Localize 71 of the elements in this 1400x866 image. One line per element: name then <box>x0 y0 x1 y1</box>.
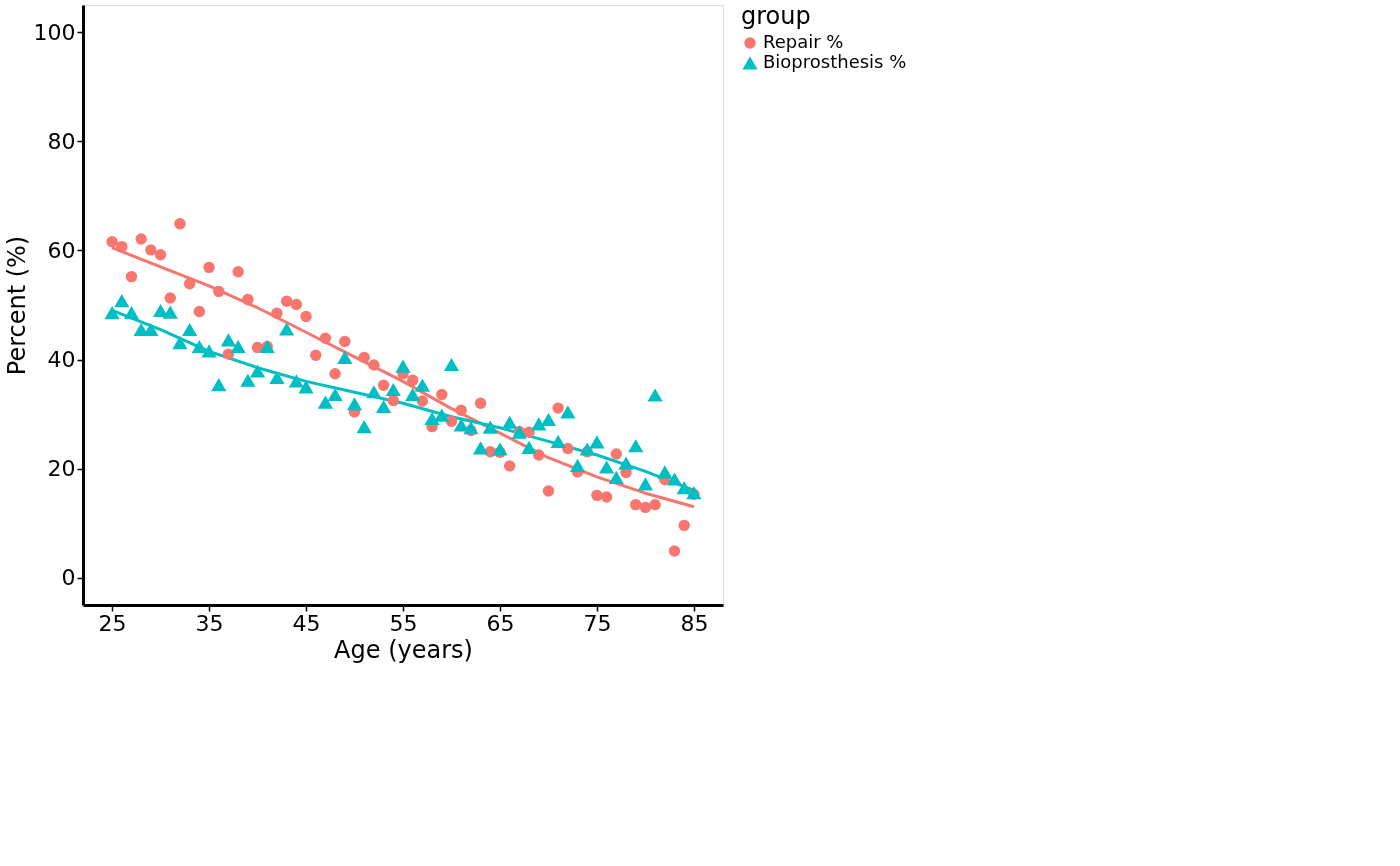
point <box>249 364 266 378</box>
point <box>472 441 489 455</box>
x-tick-label: 85 <box>680 610 709 636</box>
point <box>424 411 440 426</box>
point <box>550 434 566 448</box>
point <box>589 435 605 449</box>
point <box>502 415 518 429</box>
point <box>608 470 624 484</box>
point <box>647 388 663 402</box>
point <box>666 472 683 486</box>
y-tick-label: 0 <box>61 565 76 591</box>
point <box>172 336 188 350</box>
point <box>240 373 256 387</box>
x-tick-label: 55 <box>389 610 418 636</box>
point <box>337 350 353 364</box>
x-tick-label: 35 <box>195 610 224 636</box>
legend-label: Bioprosthesis % <box>763 51 907 72</box>
point <box>395 359 411 373</box>
point <box>191 339 207 354</box>
point <box>657 465 673 479</box>
point <box>317 395 334 409</box>
y-tick-label: 60 <box>47 237 76 263</box>
point <box>114 294 130 308</box>
point <box>579 442 595 456</box>
point <box>599 460 615 474</box>
point <box>366 385 382 399</box>
x-tick-label: 65 <box>486 610 515 636</box>
y-tick-label: 40 <box>47 347 76 373</box>
legend-label: Repair % <box>763 31 844 52</box>
point <box>676 481 692 495</box>
legend-title: group <box>741 2 811 30</box>
point <box>220 333 237 347</box>
point <box>521 440 537 454</box>
x-tick-label: 25 <box>98 610 127 636</box>
point <box>434 408 450 422</box>
y-tick-label: 100 <box>33 19 76 45</box>
point <box>182 322 198 337</box>
point <box>211 378 227 392</box>
point <box>346 397 363 411</box>
point <box>230 339 246 354</box>
point <box>414 378 430 392</box>
point <box>482 420 498 434</box>
x-axis-title: Age (years) <box>334 635 473 664</box>
point <box>618 456 634 470</box>
point <box>405 387 421 402</box>
point <box>298 380 314 394</box>
point <box>637 477 654 491</box>
point <box>279 322 295 336</box>
point <box>443 357 460 372</box>
point <box>269 370 285 385</box>
point <box>531 417 547 431</box>
point <box>569 458 586 472</box>
point <box>376 399 392 414</box>
point <box>628 439 644 453</box>
point <box>560 405 576 419</box>
y-axis-title: Percent (%) <box>2 235 31 376</box>
x-tick-label: 45 <box>292 610 321 636</box>
point <box>162 305 178 319</box>
y-tick-label: 20 <box>47 456 76 482</box>
point <box>356 420 372 434</box>
y-tick-label: 80 <box>47 128 76 154</box>
point <box>104 306 120 320</box>
point <box>385 382 401 397</box>
point <box>327 387 343 402</box>
point <box>540 412 557 427</box>
point <box>492 442 508 456</box>
point <box>453 418 469 432</box>
point <box>288 374 304 388</box>
point <box>123 306 140 320</box>
point <box>201 344 217 358</box>
x-tick-label: 75 <box>583 610 612 636</box>
